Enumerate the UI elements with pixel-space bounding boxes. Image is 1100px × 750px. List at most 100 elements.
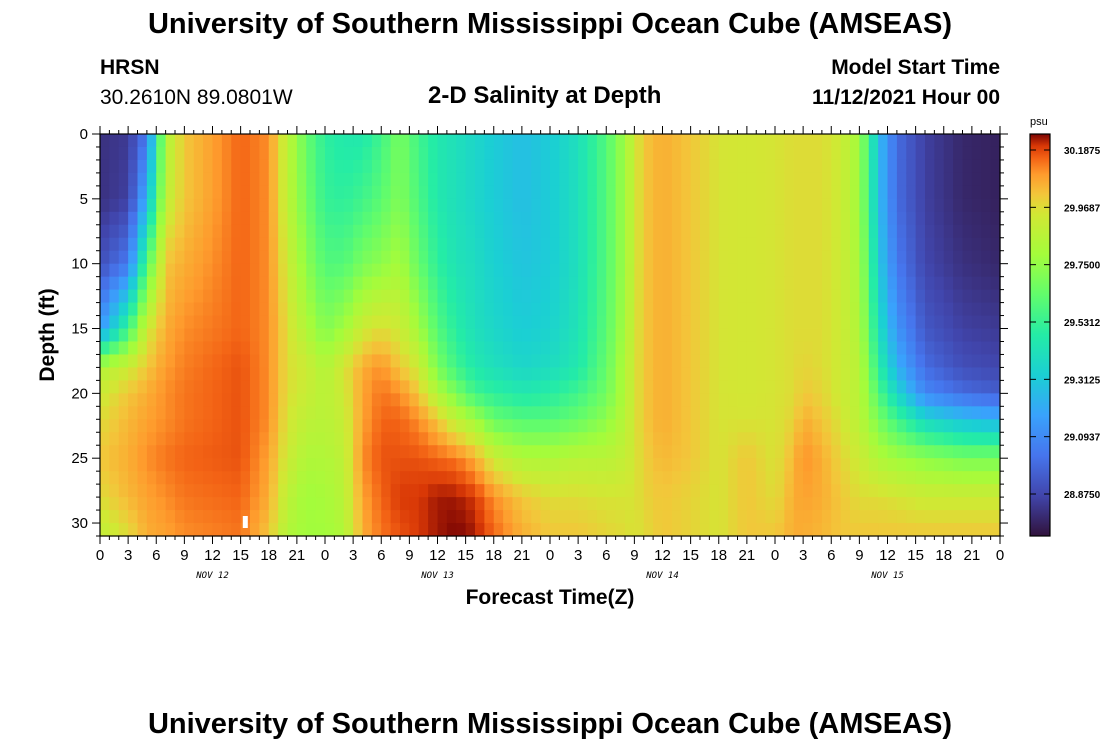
- heatmap-cell: [728, 419, 739, 433]
- heatmap-cell: [887, 198, 898, 213]
- heatmap-cell: [128, 276, 139, 291]
- heatmap-cell: [840, 185, 851, 200]
- heatmap-cell: [456, 250, 467, 265]
- heatmap-cell: [934, 134, 945, 148]
- heatmap-cell: [728, 510, 739, 524]
- heatmap-cell: [118, 354, 129, 369]
- heatmap-cell: [128, 393, 139, 407]
- heatmap-cell: [718, 159, 729, 174]
- heatmap-cell: [465, 172, 476, 187]
- heatmap-cell: [559, 211, 570, 226]
- heatmap-cell: [118, 172, 129, 187]
- heatmap-cell: [850, 224, 860, 239]
- heatmap-cell: [100, 432, 110, 446]
- heatmap-cell: [287, 250, 298, 265]
- heatmap-cell: [118, 341, 129, 356]
- heatmap-cell: [859, 328, 870, 343]
- heatmap-cell: [662, 432, 673, 446]
- heatmap-cell: [531, 134, 542, 148]
- heatmap-cell: [409, 341, 420, 356]
- heatmap-cell: [831, 523, 842, 537]
- x-tick-label: 12: [654, 547, 671, 564]
- heatmap-cell: [503, 224, 514, 239]
- heatmap-cell: [615, 406, 626, 420]
- heatmap-cell: [606, 328, 617, 343]
- heatmap-cell: [446, 172, 457, 187]
- heatmap-cell: [512, 484, 523, 498]
- heatmap-cell: [371, 315, 382, 330]
- heatmap-cell: [259, 146, 270, 161]
- heatmap-cell: [118, 302, 129, 317]
- heatmap-cell: [925, 380, 935, 394]
- heatmap-cell: [325, 315, 335, 330]
- heatmap-cell: [175, 406, 185, 420]
- heatmap-cell: [212, 237, 223, 252]
- heatmap-cell: [559, 497, 570, 511]
- heatmap-cell: [821, 263, 832, 278]
- heatmap-cell: [681, 341, 692, 356]
- heatmap-cell: [278, 523, 289, 537]
- heatmap-cell: [203, 250, 214, 265]
- heatmap-cell: [306, 367, 317, 381]
- heatmap-cell: [540, 367, 551, 381]
- heatmap-cell: [240, 497, 251, 511]
- heatmap-cell: [784, 497, 795, 511]
- heatmap-cell: [568, 211, 579, 226]
- heatmap-cell: [803, 315, 814, 330]
- heatmap-cell: [840, 471, 851, 485]
- heatmap-cell: [503, 458, 514, 472]
- heatmap-cell: [156, 510, 167, 524]
- heatmap-cell: [981, 198, 992, 213]
- heatmap-cell: [465, 237, 476, 252]
- heatmap-cell: [587, 224, 598, 239]
- heatmap-cell: [400, 263, 410, 278]
- heatmap-cell: [418, 198, 429, 213]
- heatmap-cell: [156, 172, 167, 187]
- heatmap-cell: [840, 354, 851, 369]
- heatmap-cell: [925, 328, 935, 343]
- heatmap-cell: [400, 211, 410, 226]
- heatmap-cell: [971, 250, 982, 265]
- heatmap-cell: [559, 263, 570, 278]
- heatmap-cell: [615, 185, 626, 200]
- heatmap-cell: [943, 445, 954, 459]
- heatmap-cell: [493, 211, 504, 226]
- heatmap-cell: [718, 302, 729, 317]
- heatmap-cell: [971, 237, 982, 252]
- heatmap-cell: [334, 172, 345, 187]
- heatmap-cell: [812, 172, 823, 187]
- main-title: University of Southern Mississippi Ocean…: [147, 8, 953, 40]
- heatmap-cell: [465, 432, 476, 446]
- heatmap-cell: [268, 185, 279, 200]
- x-tick-label: 3: [799, 547, 807, 564]
- heatmap-cell: [662, 328, 673, 343]
- heatmap-cell: [503, 250, 514, 265]
- heatmap-cell: [728, 224, 739, 239]
- heatmap-cell: [878, 510, 889, 524]
- heatmap-cell: [334, 471, 345, 485]
- heatmap-cell: [925, 224, 935, 239]
- heatmap-cell: [671, 354, 682, 369]
- heatmap-cell: [109, 341, 120, 356]
- heatmap-cell: [240, 354, 251, 369]
- heatmap-cell: [521, 159, 532, 174]
- heatmap-cell: [315, 406, 326, 420]
- heatmap-cell: [878, 211, 889, 226]
- heatmap-cell: [925, 237, 935, 252]
- heatmap-cell: [250, 328, 260, 343]
- heatmap-cell: [118, 419, 129, 433]
- heatmap-cell: [250, 393, 260, 407]
- heatmap-cell: [671, 211, 682, 226]
- heatmap-cell: [203, 497, 214, 511]
- heatmap-cell: [906, 510, 917, 524]
- heatmap-cell: [137, 328, 148, 343]
- heatmap-cell: [690, 419, 701, 433]
- heatmap-cell: [428, 328, 439, 343]
- heatmap-cell: [775, 172, 785, 187]
- heatmap-cell: [512, 419, 523, 433]
- heatmap-cell: [306, 237, 317, 252]
- heatmap-cell: [165, 419, 176, 433]
- heatmap-cell: [306, 302, 317, 317]
- heatmap-cell: [653, 185, 664, 200]
- heatmap-cell: [540, 328, 551, 343]
